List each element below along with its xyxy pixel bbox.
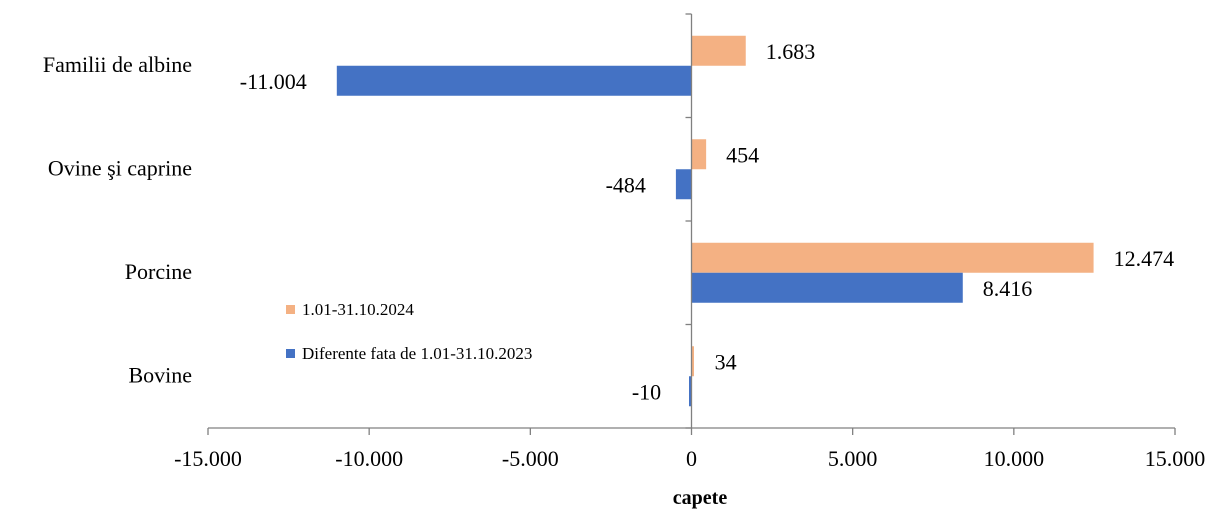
data-label: -484 <box>606 172 646 197</box>
category-label: Ovine şi caprine <box>48 155 192 180</box>
data-label: 1.683 <box>766 39 816 64</box>
category-label: Familii de albine <box>43 52 192 77</box>
bar <box>691 139 707 170</box>
x-tick-label: 5.000 <box>828 446 878 471</box>
x-tick-label: -10.000 <box>335 446 403 471</box>
bar <box>689 376 692 407</box>
data-label: -10 <box>632 379 661 404</box>
legend: 1.01-31.10.2024 Diferente fata de 1.01-31… <box>286 300 532 363</box>
data-label: 12.474 <box>1114 246 1175 271</box>
bar <box>675 169 692 200</box>
category-label: Bovine <box>128 362 192 387</box>
axes <box>207 13 1176 435</box>
data-label: 34 <box>715 349 737 374</box>
category-label: Porcine <box>125 259 192 284</box>
legend-label: Diferente fata de 1.01-31.10.2023 <box>302 344 532 363</box>
data-label: -11.004 <box>240 69 307 94</box>
x-tick-label: -15.000 <box>174 446 242 471</box>
x-tick-labels: -15.000 -10.000 -5.000 0 5.000 10.000 15.000 <box>174 446 1205 471</box>
x-tick-label: 10.000 <box>984 446 1045 471</box>
bar <box>691 35 746 66</box>
bar <box>691 242 1094 273</box>
x-tick-label: 0 <box>686 446 697 471</box>
bar <box>691 346 694 377</box>
legend-label: 1.01-31.10.2024 <box>302 300 414 319</box>
bar <box>691 272 963 303</box>
x-axis-title: capete <box>673 487 728 509</box>
legend-swatch <box>286 349 295 358</box>
bar <box>336 65 692 96</box>
x-tick-label: 15.000 <box>1145 446 1206 471</box>
legend-swatch <box>286 305 295 314</box>
plot-area: 34 -10 12.474 8.416 454 -484 1.683 -11.004 <box>240 35 1175 407</box>
data-label: 454 <box>726 142 759 167</box>
x-tick-label: -5.000 <box>502 446 559 471</box>
category-labels: Bovine Porcine Ovine şi caprine Familii de … <box>43 52 192 388</box>
data-label: 8.416 <box>983 276 1033 301</box>
